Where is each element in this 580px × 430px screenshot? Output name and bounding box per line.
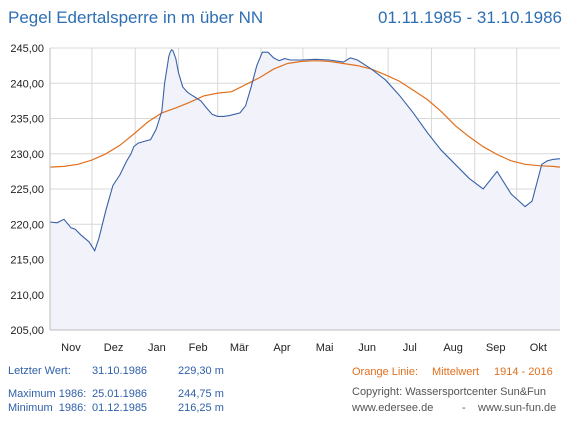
site-separator: - — [462, 402, 466, 414]
legend-orange-desc: Mittelwert — [432, 366, 480, 378]
y-tick-label: 245,00 — [10, 43, 44, 55]
x-tick-label: Apr — [273, 342, 290, 354]
x-tick-label: Feb — [189, 342, 208, 354]
y-tick-label: 210,00 — [10, 290, 44, 302]
y-tick-label: 230,00 — [10, 149, 44, 161]
x-tick-label: Mär — [230, 342, 249, 354]
x-tick-label: Dez — [104, 342, 124, 354]
chart-period: 01.11.1985 - 31.10.1986 — [377, 8, 562, 27]
max-label: Maximum 1986: — [8, 388, 87, 400]
max-value: 244,75 m — [178, 388, 224, 400]
site-link-sunfun[interactable]: www.sun-fun.de — [478, 402, 557, 414]
min-label: Minimum 1986: — [8, 402, 87, 414]
x-tick-label: Aug — [443, 342, 463, 354]
y-tick-label: 235,00 — [10, 114, 44, 126]
x-tick-label: Jun — [358, 342, 376, 354]
min-value: 216,25 m — [178, 402, 224, 414]
series-actual-line — [49, 49, 561, 252]
y-tick-labels: 205,00 210,00 215,00 220,00 225,00 230,00 235,… — [10, 43, 44, 337]
y-tick-label: 240,00 — [10, 78, 44, 90]
x-tick-label: Jan — [148, 342, 166, 354]
x-tick-labels: Nov Dez Jan Feb Mär Apr Mai Jun Jul Aug Sep Okt — [61, 342, 547, 354]
last-value: 229,30 m — [178, 365, 224, 377]
x-tick-label: Jul — [403, 342, 417, 354]
copyright: Copyright: Wassersportcenter Sun&Fun — [352, 386, 547, 398]
y-tick-label: 205,00 — [10, 325, 44, 337]
last-value-date: 31.10.1986 — [92, 365, 148, 377]
max-date: 25.01.1986 — [92, 388, 148, 400]
actual-level-area-fill — [50, 49, 560, 331]
legend-orange-years: 1914 - 2016 — [494, 366, 553, 378]
min-date: 01.12.1985 — [92, 402, 148, 414]
y-tick-label: 215,00 — [10, 255, 44, 267]
y-tick-label: 220,00 — [10, 219, 44, 231]
axes — [49, 48, 560, 331]
site-link-edersee[interactable]: www.edersee.de — [352, 402, 434, 414]
legend-orange-label: Orange Linie: — [352, 366, 419, 378]
series-average-line — [49, 60, 561, 168]
x-tick-label: Okt — [530, 342, 547, 354]
last-value-label: Letzter Wert: — [8, 365, 71, 377]
x-tick-label: Nov — [61, 342, 81, 354]
x-tick-label: Sep — [486, 342, 506, 354]
chart-title: Pegel Edertalsperre in m über NN — [8, 8, 264, 27]
y-tick-label: 225,00 — [10, 184, 44, 196]
x-tick-label: Mai — [316, 342, 334, 354]
